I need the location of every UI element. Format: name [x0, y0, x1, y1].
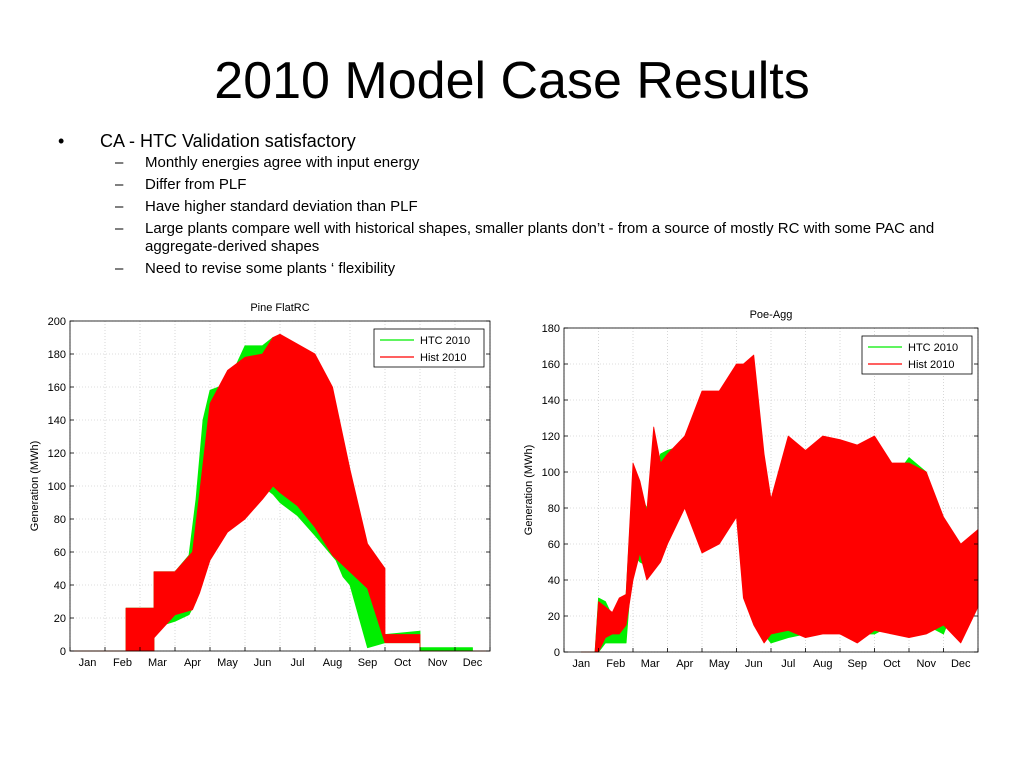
x-tick-label: Sep [358, 657, 378, 669]
y-tick-label: 40 [548, 575, 560, 587]
x-tick-label: Jan [79, 657, 97, 669]
x-tick-label: Aug [813, 658, 833, 670]
chart-poe-agg: Poe-Agg 0 20 40 60 80 100 120 140 160 180 Jan Feb Mar… [523, 309, 979, 670]
chart-title: Poe-Agg [750, 309, 793, 321]
x-tick-label: Jan [572, 658, 590, 670]
bullet-main: • CA - HTC Validation satisfactory [58, 130, 988, 152]
y-tick-label: 20 [548, 611, 560, 623]
x-tick-label: Nov [428, 657, 448, 669]
legend-box [861, 335, 973, 375]
sub-bullet-text: Monthly energies agree with input energy [145, 154, 420, 171]
x-tick-label: May [217, 657, 238, 669]
bullet-marker: • [58, 131, 65, 151]
chart-pine-flatrc: Pine FlatRC 0 20 40 60 80 100 120 140 160 180 200 Ja… [29, 302, 491, 669]
chart-title: Pine FlatRC [250, 302, 309, 314]
y-tick-label: 140 [48, 415, 66, 427]
sub-bullet-text: Differ from PLF [145, 176, 247, 193]
y-axis-label: Generation (MWh) [523, 445, 535, 535]
legend-label: Hist 2010 [420, 352, 466, 364]
x-tick-label: Dec [951, 658, 971, 670]
sub-bullet: – Large plants compare well with historic… [58, 220, 988, 256]
x-tick-label: Jun [254, 657, 272, 669]
legend-label: Hist 2010 [908, 359, 954, 371]
y-tick-label: 20 [54, 613, 66, 625]
y-tick-label: 120 [542, 431, 560, 443]
bullet-text: CA - HTC Validation satisfactory [100, 131, 356, 151]
x-tick-label: Dec [463, 657, 483, 669]
x-tick-label: Nov [916, 658, 936, 670]
y-tick-label: 80 [54, 514, 66, 526]
y-tick-label: 60 [548, 539, 560, 551]
y-tick-label: 180 [542, 323, 560, 335]
sub-bullet-text: Large plants compare well with historica… [145, 220, 935, 255]
slide-title: 2010 Model Case Results [214, 52, 810, 110]
x-tick-label: Apr [184, 657, 201, 669]
y-tick-label: 140 [542, 395, 560, 407]
legend-label: HTC 2010 [908, 342, 958, 354]
y-axis-label: Generation (MWh) [29, 441, 41, 531]
sub-marker: – [115, 260, 124, 277]
y-tick-label: 60 [54, 547, 66, 559]
x-tick-label: Apr [676, 658, 693, 670]
x-tick-label: Jul [781, 658, 795, 670]
sub-bullet-text: Need to revise some plants ‘ flexibility [145, 260, 396, 277]
x-tick-label: Mar [641, 658, 660, 670]
sub-bullet: – Monthly energies agree with input energ… [58, 154, 988, 172]
sub-marker: – [115, 220, 124, 237]
x-tick-label: Aug [323, 657, 343, 669]
x-tick-label: Feb [113, 657, 132, 669]
sub-bullet-text: Have higher standard deviation than PLF [145, 198, 418, 215]
sub-bullet: – Have higher standard deviation than PLF [58, 198, 988, 216]
y-tick-label: 40 [54, 580, 66, 592]
x-tick-label: Jun [745, 658, 763, 670]
legend-label: HTC 2010 [420, 335, 470, 347]
y-tick-label: 80 [548, 503, 560, 515]
y-tick-label: 200 [48, 316, 66, 328]
x-tick-label: Oct [394, 657, 411, 669]
y-tick-label: 160 [48, 382, 66, 394]
y-tick-label: 160 [542, 359, 560, 371]
sub-marker: – [115, 154, 124, 171]
sub-bullet-list: – Monthly energies agree with input energ… [58, 154, 988, 278]
y-tick-label: 100 [48, 481, 66, 493]
x-tick-label: Oct [883, 658, 900, 670]
sub-bullet: – Need to revise some plants ‘ flexibilit… [58, 260, 988, 278]
y-tick-label: 0 [60, 646, 66, 658]
legend-box [373, 328, 485, 368]
bullet-list: • CA - HTC Validation satisfactory – Mont… [58, 130, 988, 282]
x-tick-label: May [709, 658, 730, 670]
legend: HTC 2010 Hist 2010 [373, 328, 485, 368]
x-tick-label: Jul [290, 657, 304, 669]
y-tick-label: 100 [542, 467, 560, 479]
y-tick-label: 0 [554, 647, 560, 659]
x-tick-label: Mar [148, 657, 167, 669]
x-tick-label: Feb [606, 658, 625, 670]
sub-marker: – [115, 198, 124, 215]
sub-bullet: – Differ from PLF [58, 176, 988, 194]
legend: HTC 2010 Hist 2010 [861, 335, 973, 375]
x-tick-label: Sep [847, 658, 867, 670]
y-tick-label: 180 [48, 349, 66, 361]
y-tick-label: 120 [48, 448, 66, 460]
sub-marker: – [115, 176, 124, 193]
